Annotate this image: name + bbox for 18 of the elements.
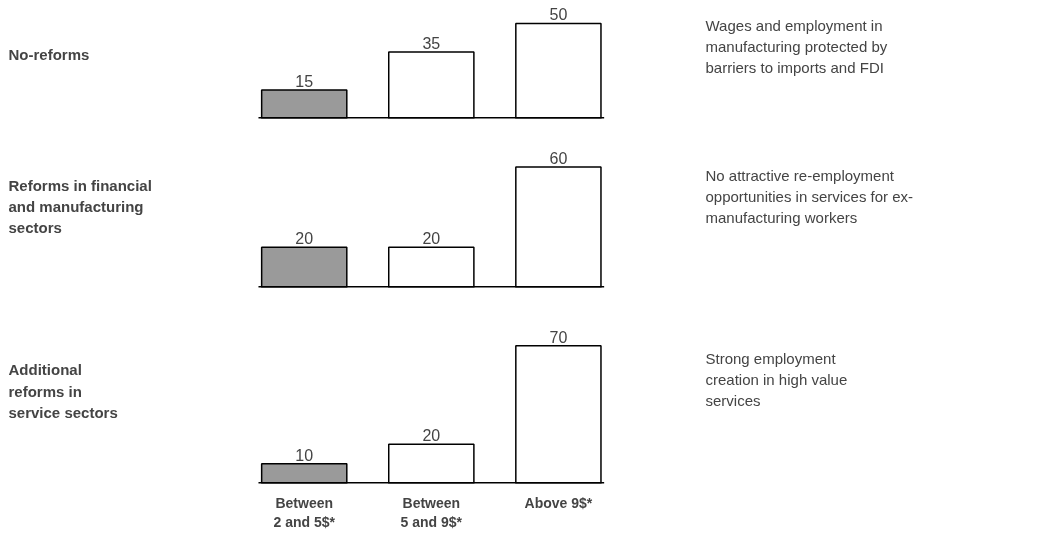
y-axis-title: Reforms in financial and manufacturing sectors [8, 176, 152, 237]
y-axis-title: Additional reforms in service sectors [8, 361, 118, 421]
data-label: 20 [422, 230, 441, 248]
x-tick-label: Above 9$* [524, 494, 593, 511]
x-tick-label: Between 2 and 5$* [273, 494, 336, 530]
text: No attractive re-employment opportunities in services for ex- manufacturing workers [705, 166, 914, 227]
text: Wages and employment in manufacturing protected by barriers to imports and FDI [705, 16, 888, 77]
data-label: 10 [295, 446, 314, 464]
x-tick-label: Between 5 and 9$* [400, 494, 463, 530]
data-label: 50 [549, 6, 568, 24]
data-label: 70 [549, 328, 568, 346]
data-label: 60 [549, 150, 568, 168]
data-label: 20 [422, 427, 441, 445]
data-label: 15 [295, 72, 314, 90]
text: Strong employment creation in high value services [705, 349, 848, 410]
data-label: 20 [295, 230, 314, 248]
data-label: 35 [422, 34, 441, 52]
y-axis-title: No-reforms [8, 46, 90, 64]
